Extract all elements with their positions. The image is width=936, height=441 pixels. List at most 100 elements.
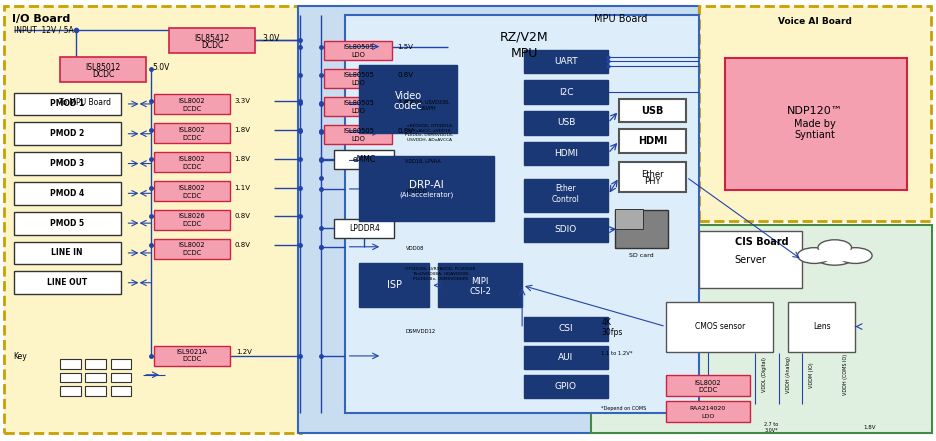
Text: DCDC: DCDC [183,106,201,112]
Bar [324,69,392,88]
Text: NDP120™: NDP120™ [787,106,843,116]
Text: xREDVDD, OTVDD18,
LVRxAVCC, xVDD18,
PLVDDx, DSMSVDD18,
USVDDH, ADxAVCCA: xREDVDD, OTVDD18, LVRxAVCC, xVDD18, PLVD… [405,124,454,142]
Bar [299,6,699,433]
Bar [60,386,80,396]
Text: MPU Board: MPU Board [594,14,648,24]
Text: CIS Board: CIS Board [735,236,788,247]
Text: LINE IN: LINE IN [51,248,83,258]
Text: ISL85012: ISL85012 [85,63,121,71]
Text: LDO: LDO [351,136,365,142]
Text: VDDL (Digital): VDDL (Digital) [762,357,768,392]
Text: eMMC: eMMC [353,155,376,164]
Text: MIPI: MIPI [472,277,489,286]
Text: 1.2V: 1.2V [237,349,253,355]
Text: VDDH (COMS IO): VDDH (COMS IO) [843,354,848,395]
Text: 1.1V: 1.1V [235,184,251,191]
Circle shape [814,246,856,265]
Text: Ether: Ether [641,169,664,179]
Text: ISL8002: ISL8002 [695,380,721,385]
Bar [333,149,394,169]
Text: SD card: SD card [629,253,654,258]
Bar [60,56,146,82]
Bar [524,317,608,340]
Text: GPIO: GPIO [555,382,577,391]
Text: LDO: LDO [701,414,714,419]
Text: Control: Control [552,195,580,204]
Text: DCDC: DCDC [183,193,201,198]
Text: USB: USB [557,118,576,127]
Text: DCDC: DCDC [183,250,201,256]
Text: LDO: LDO [351,52,365,58]
Bar [13,271,121,294]
Text: 0.8V: 0.8V [235,213,251,220]
Text: 4K: 4K [602,318,611,327]
Text: Lens: Lens [812,322,830,331]
Bar [358,65,457,133]
Text: Made by: Made by [795,119,836,129]
Bar [85,359,106,369]
Text: ISL85412: ISL85412 [195,34,230,43]
Text: Key: Key [13,352,27,361]
Bar [699,232,802,288]
Text: PHY: PHY [645,177,661,187]
Text: To MPU Board: To MPU Board [59,97,111,107]
Text: UART: UART [554,57,578,66]
Text: DCDC: DCDC [183,135,201,141]
Bar [344,15,699,413]
Text: RAA214020: RAA214020 [690,407,726,411]
Text: HDMI: HDMI [554,149,578,158]
Text: ISL8002: ISL8002 [179,156,205,161]
Text: 1.5V: 1.5V [397,44,413,50]
Bar [13,122,121,145]
Text: VDDH (Analog): VDDH (Analog) [785,356,791,393]
Text: INPUT  12V / 5A: INPUT 12V / 5A [13,26,73,35]
Bar [665,375,750,396]
Text: VDD08: VDD08 [405,247,424,251]
Bar [13,152,121,175]
Bar [154,123,230,143]
Text: ISL80505: ISL80505 [343,44,373,50]
Bar [324,125,392,144]
Bar [154,152,230,172]
Text: ISL80505: ISL80505 [343,128,373,134]
Text: 3.0V: 3.0V [263,34,280,43]
Text: OTVDD08, LVRXAVDD, PCVDD08
TSxDVDD08A, HDAVDD08,
PLVDD08x, DSMSVDD0P8: OTVDD08, LVRXAVDD, PCVDD08 TSxDVDD08A, H… [405,267,475,280]
Text: ISL8026: ISL8026 [179,213,205,220]
Bar [4,6,301,433]
Bar [620,99,686,122]
Bar [665,302,773,352]
Bar [169,28,256,53]
Text: Syntiant: Syntiant [795,130,836,140]
Text: PMOD 1: PMOD 1 [50,99,84,108]
Bar [524,142,608,165]
Text: ISL8002: ISL8002 [179,184,205,191]
Text: LDO: LDO [351,80,365,86]
Text: 1.8V: 1.8V [397,100,413,106]
Text: RZ/V2M: RZ/V2M [500,31,548,44]
Bar [592,225,932,433]
Bar [620,129,686,153]
Text: CSI: CSI [559,324,574,333]
Text: VDD33, USVD330,
USVPH: VDD33, USVD330, USVPH [405,100,450,111]
Text: I/O Board: I/O Board [11,14,70,24]
Text: 1.8V: 1.8V [235,127,251,133]
Bar [812,250,858,260]
Bar [154,94,230,115]
Bar [154,210,230,230]
Bar [524,111,608,135]
Bar [85,373,106,382]
Text: CSI-2: CSI-2 [469,288,491,296]
Text: PMOD 2: PMOD 2 [50,129,84,138]
Text: ISL80505: ISL80505 [343,100,373,106]
Text: DCDC: DCDC [201,41,224,50]
Circle shape [818,240,852,255]
Text: DCDC: DCDC [183,164,201,170]
Bar [358,263,429,307]
Text: ISL9021A: ISL9021A [176,349,207,355]
Bar [813,253,856,261]
Text: ISL8002: ISL8002 [179,98,205,104]
Bar [13,182,121,205]
Bar [110,386,131,396]
Text: VDD18, LPVAA: VDD18, LPVAA [405,159,441,164]
Text: 1.1 to 1.2V*: 1.1 to 1.2V* [602,351,633,356]
